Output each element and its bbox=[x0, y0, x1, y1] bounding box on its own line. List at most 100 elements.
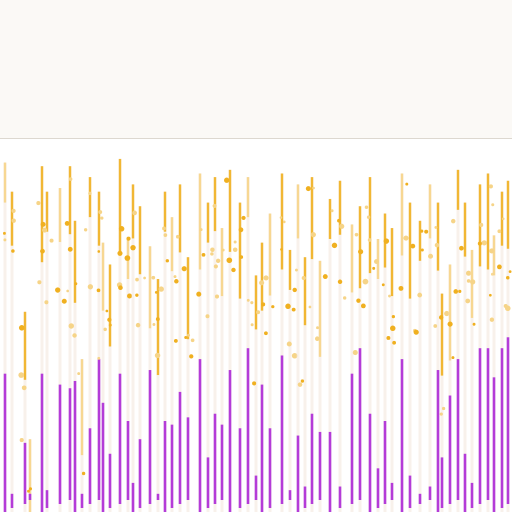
gold-bar bbox=[220, 228, 224, 297]
bar-stem bbox=[220, 228, 224, 512]
gold-dot bbox=[477, 241, 482, 246]
gold-bar bbox=[296, 184, 300, 239]
bar-stem bbox=[138, 206, 142, 512]
purple-bar bbox=[170, 424, 174, 508]
gold-dot bbox=[77, 372, 81, 376]
gold-dot bbox=[337, 218, 341, 223]
gold-bar bbox=[206, 202, 210, 243]
purple-bar bbox=[3, 373, 7, 512]
bar-stem bbox=[383, 213, 387, 512]
purple-bar bbox=[288, 490, 292, 500]
purple-bar bbox=[436, 370, 440, 512]
bar-stem bbox=[97, 191, 101, 512]
gold-dot bbox=[424, 229, 429, 234]
gold-dot bbox=[489, 317, 495, 322]
gold-dot bbox=[383, 238, 390, 244]
gold-dot bbox=[42, 227, 48, 233]
gold-dot bbox=[280, 248, 283, 251]
gold-bar bbox=[448, 264, 452, 361]
gold-dot bbox=[451, 356, 455, 360]
gold-dot bbox=[489, 248, 495, 254]
gold-dot bbox=[291, 307, 296, 312]
gold-dot bbox=[373, 259, 379, 264]
gold-dot bbox=[55, 287, 61, 293]
bar-stem bbox=[408, 202, 412, 512]
gold-dot bbox=[74, 282, 78, 286]
gold-dot bbox=[135, 322, 141, 328]
gold-bar bbox=[463, 202, 467, 257]
purple-bar bbox=[138, 439, 142, 508]
gold-dot bbox=[154, 290, 158, 294]
gold-bar bbox=[368, 177, 372, 274]
gold-dot bbox=[279, 216, 283, 219]
gold-bar bbox=[23, 311, 27, 380]
gold-dot bbox=[354, 232, 359, 237]
gold-dot bbox=[506, 276, 510, 280]
bar-stem bbox=[463, 202, 467, 512]
gold-dot bbox=[152, 323, 156, 326]
gold-dot bbox=[87, 284, 94, 290]
gold-dot bbox=[391, 315, 395, 319]
gold-dot bbox=[18, 372, 25, 378]
gold-bar bbox=[170, 217, 174, 272]
gold-bar bbox=[40, 166, 44, 263]
gold-bar bbox=[198, 173, 202, 270]
gold-dot bbox=[447, 321, 453, 327]
gold-dot bbox=[286, 341, 292, 347]
gold-dot bbox=[405, 182, 409, 186]
gold-dot bbox=[187, 333, 191, 337]
gold-dot bbox=[81, 471, 86, 476]
purple-bar bbox=[68, 388, 72, 500]
gold-bar bbox=[10, 191, 14, 246]
gold-dot bbox=[465, 270, 472, 276]
gold-bar bbox=[408, 202, 412, 299]
gold-dot bbox=[163, 233, 168, 238]
purple-bar bbox=[463, 453, 467, 512]
bar-stem bbox=[131, 184, 135, 512]
gold-dot bbox=[386, 336, 391, 340]
bar-stem bbox=[368, 177, 372, 512]
gold-dot bbox=[458, 289, 462, 293]
purple-bar bbox=[28, 493, 32, 500]
gold-dot bbox=[300, 379, 305, 383]
gold-dot bbox=[292, 287, 297, 293]
gold-dot bbox=[337, 279, 343, 285]
gold-dot bbox=[381, 283, 385, 287]
bar-stem bbox=[3, 162, 7, 512]
purple-bar bbox=[40, 373, 44, 512]
purple-bar bbox=[260, 384, 264, 512]
gold-bar bbox=[390, 228, 394, 297]
purple-bar bbox=[206, 457, 210, 508]
gold-dot bbox=[162, 226, 166, 231]
bar-stem bbox=[45, 191, 49, 512]
bar-stem bbox=[280, 173, 284, 512]
purple-bar bbox=[238, 428, 242, 508]
gold-dot bbox=[135, 277, 139, 282]
purple-bar bbox=[456, 359, 460, 500]
gold-dot bbox=[72, 333, 77, 338]
bar-stem bbox=[428, 184, 432, 512]
gold-dot bbox=[434, 225, 438, 229]
gold-dot bbox=[143, 276, 146, 280]
gold-dot bbox=[189, 354, 194, 359]
gold-dot bbox=[259, 280, 265, 286]
gold-dot bbox=[372, 266, 376, 270]
purple-bar bbox=[376, 468, 380, 508]
bar-stem bbox=[310, 177, 314, 512]
gold-dot bbox=[312, 186, 315, 190]
gold-dot bbox=[366, 215, 371, 219]
purple-bar bbox=[383, 421, 387, 504]
purple-bar bbox=[246, 348, 250, 504]
bar-stem bbox=[68, 166, 72, 512]
gold-dot bbox=[11, 208, 16, 213]
gold-bar bbox=[358, 206, 362, 289]
gold-dot bbox=[196, 291, 202, 297]
gold-bar bbox=[492, 235, 496, 276]
purple-bar bbox=[390, 482, 394, 500]
purple-bar bbox=[186, 417, 190, 500]
purple-bar bbox=[178, 391, 182, 504]
gold-dot bbox=[285, 303, 291, 310]
gold-dot bbox=[246, 298, 250, 302]
gold-dot bbox=[428, 253, 434, 259]
purple-bar bbox=[328, 431, 332, 512]
